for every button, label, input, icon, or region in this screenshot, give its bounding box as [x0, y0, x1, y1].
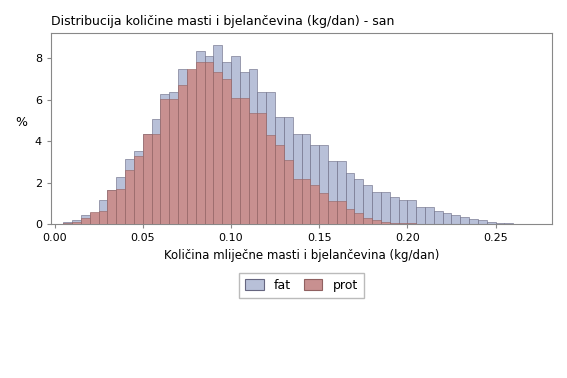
Bar: [213, 72, 222, 224]
Text: Distribucija količine masti i bjelančevina (kg/dan) - san: Distribucija količine masti i bjelančevi…: [51, 15, 395, 28]
X-axis label: Količina mliječne masti i bjelančevina (kg/dan): Količina mliječne masti i bjelančevina (…: [164, 249, 439, 262]
Bar: [425, 207, 434, 224]
Bar: [134, 150, 143, 224]
Bar: [372, 220, 381, 224]
Bar: [486, 222, 496, 224]
Bar: [346, 209, 354, 224]
Bar: [478, 220, 486, 224]
Bar: [284, 118, 293, 224]
Bar: [390, 223, 399, 224]
Bar: [319, 146, 328, 224]
Bar: [231, 56, 240, 224]
Bar: [328, 201, 337, 224]
Bar: [72, 220, 81, 224]
Bar: [416, 207, 425, 224]
Bar: [363, 218, 372, 224]
Bar: [196, 51, 205, 224]
Bar: [337, 161, 346, 224]
Bar: [240, 72, 248, 224]
Bar: [160, 93, 169, 224]
Bar: [346, 174, 354, 224]
Bar: [169, 99, 178, 224]
Bar: [407, 223, 416, 224]
Bar: [213, 45, 222, 224]
Bar: [205, 62, 213, 224]
Bar: [205, 56, 213, 224]
Bar: [293, 179, 302, 224]
Bar: [151, 134, 160, 224]
Bar: [169, 93, 178, 224]
Bar: [266, 135, 275, 224]
Bar: [248, 113, 257, 224]
Bar: [302, 134, 310, 224]
Bar: [151, 119, 160, 224]
Bar: [125, 170, 134, 224]
Bar: [90, 213, 99, 224]
Bar: [363, 185, 372, 224]
Bar: [108, 190, 116, 224]
Bar: [407, 200, 416, 224]
Bar: [90, 212, 99, 224]
Bar: [337, 201, 346, 224]
Bar: [354, 179, 363, 224]
Bar: [64, 223, 72, 224]
Bar: [134, 156, 143, 224]
Bar: [257, 93, 266, 224]
Bar: [231, 98, 240, 224]
Bar: [275, 146, 284, 224]
Bar: [160, 99, 169, 224]
Bar: [72, 222, 81, 224]
Bar: [399, 200, 407, 224]
Bar: [460, 217, 469, 224]
Bar: [116, 177, 125, 224]
Bar: [372, 192, 381, 224]
Bar: [64, 222, 72, 224]
Bar: [381, 222, 390, 224]
Bar: [390, 197, 399, 224]
Bar: [381, 192, 390, 224]
Bar: [451, 215, 460, 224]
Bar: [99, 211, 108, 224]
Bar: [399, 223, 407, 224]
Bar: [284, 160, 293, 224]
Bar: [116, 189, 125, 224]
Bar: [187, 72, 196, 224]
Bar: [310, 146, 319, 224]
Bar: [302, 179, 310, 224]
Bar: [222, 79, 231, 224]
Bar: [319, 193, 328, 224]
Bar: [248, 69, 257, 224]
Bar: [505, 223, 513, 224]
Bar: [178, 69, 187, 224]
Y-axis label: %: %: [15, 116, 27, 129]
Bar: [143, 134, 151, 224]
Bar: [81, 218, 90, 224]
Bar: [81, 215, 90, 224]
Bar: [125, 159, 134, 224]
Bar: [187, 69, 196, 224]
Bar: [266, 93, 275, 224]
Bar: [328, 161, 337, 224]
Bar: [257, 113, 266, 224]
Bar: [196, 62, 205, 224]
Bar: [469, 218, 478, 224]
Bar: [99, 200, 108, 224]
Bar: [434, 211, 443, 224]
Legend: fat, prot: fat, prot: [239, 273, 364, 298]
Bar: [443, 213, 451, 224]
Bar: [143, 134, 151, 224]
Bar: [108, 190, 116, 224]
Bar: [275, 118, 284, 224]
Bar: [310, 185, 319, 224]
Bar: [240, 98, 248, 224]
Bar: [354, 213, 363, 224]
Bar: [293, 134, 302, 224]
Bar: [222, 62, 231, 224]
Bar: [178, 85, 187, 224]
Bar: [496, 223, 505, 224]
